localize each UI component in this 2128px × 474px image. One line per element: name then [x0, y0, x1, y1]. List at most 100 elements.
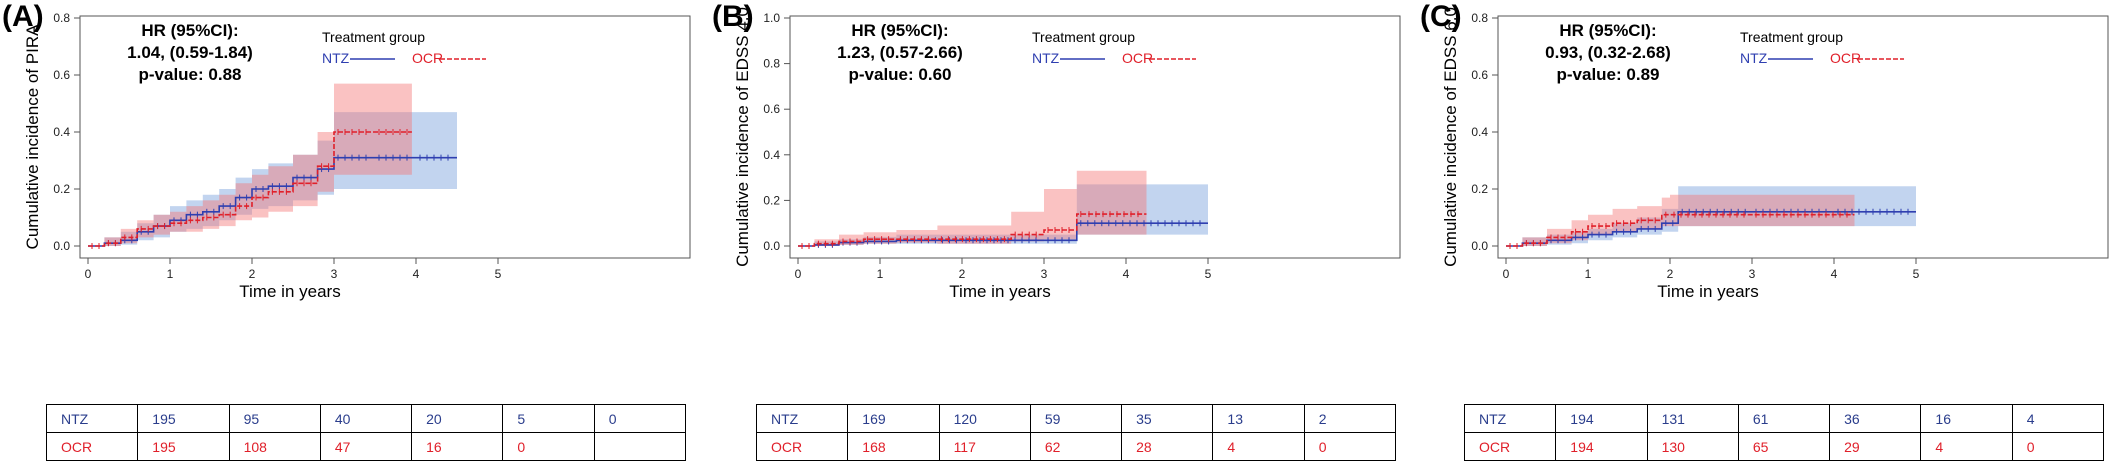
risk-cell: 0 [502, 432, 595, 461]
risk-cell: 59 [1029, 404, 1123, 433]
km-chart-b: (B) 0.0 0.2 0.4 0.6 0.8 1.0 0 1 2 3 4 5 Time in years… [712, 0, 1401, 301]
ci-band-ocr [798, 170, 1147, 246]
y-tick-label: 0.4 [53, 125, 70, 139]
ci-band-ntz [798, 184, 1208, 246]
risk-cell: 28 [1121, 432, 1214, 461]
risk-cell: 13 [1212, 404, 1305, 433]
x-tick-label: 3 [1041, 267, 1048, 281]
km-curve-ocr [798, 213, 1147, 247]
legend-label-ntz: NTZ [1032, 50, 1060, 66]
risk-cell: 0 [593, 404, 687, 433]
risk-cell: 2 [1303, 404, 1397, 433]
km-curve-ocr [88, 131, 412, 247]
risk-row-ntz: NTZ 194 131 61 36 16 4 [1463, 404, 2105, 433]
risk-cell: 29 [1829, 432, 1922, 461]
x-tick-label: 5 [495, 267, 502, 281]
risk-cell: 61 [1737, 404, 1831, 433]
y-tick-label: 0.4 [763, 148, 780, 162]
x-tick-label: 3 [331, 267, 338, 281]
risk-cell: 195 [137, 432, 230, 461]
p-value: p-value: 0.89 [1557, 65, 1660, 84]
y-axis-title: Cumulative incidence of EDSS 4.0 [733, 7, 752, 267]
x-tick-label: 0 [795, 267, 802, 281]
panel-a: (A) 0.0 0.2 0.4 0.6 0.8 0 1 2 3 4 5 Time in years Cum… [0, 0, 710, 474]
risk-cell: 108 [228, 432, 321, 461]
hr-label: HR (95%CI): [851, 21, 948, 40]
y-tick-label: 0.2 [1471, 182, 1488, 196]
plot-frame [789, 15, 1401, 259]
x-tick-label: 0 [85, 267, 92, 281]
legend-label-ocr: OCR [1122, 50, 1153, 66]
y-tick-label: 0.0 [1471, 239, 1488, 253]
x-tick-label: 2 [249, 267, 256, 281]
risk-row-group-label: NTZ [1463, 404, 1557, 433]
y-tick-label: 0.6 [53, 68, 70, 82]
risk-cell: 62 [1029, 432, 1123, 461]
y-tick-label: 0.6 [1471, 68, 1488, 82]
risk-cell: 194 [1555, 432, 1648, 461]
ci-band-ocr [88, 83, 412, 246]
p-value: p-value: 0.60 [849, 65, 952, 84]
x-tick-label: 4 [413, 267, 420, 281]
legend-label-ocr: OCR [1830, 50, 1861, 66]
risk-table-b: NTZ 169 120 59 35 13 2 OCR 168 117 62 28… [755, 404, 1397, 461]
risk-cell: 40 [319, 404, 413, 433]
hr-label: HR (95%CI): [1559, 21, 1656, 40]
risk-row-ocr: OCR 194 130 65 29 4 0 [1463, 432, 2105, 461]
p-value: p-value: 0.88 [139, 65, 242, 84]
risk-cell: 120 [938, 404, 1031, 433]
y-tick-label: 0.6 [763, 102, 780, 116]
x-axis-title: Time in years [949, 282, 1050, 301]
risk-cell [593, 432, 687, 461]
risk-cell: 4 [1920, 432, 2013, 461]
risk-cell: 95 [228, 404, 321, 433]
y-tick-label: 0.2 [763, 193, 780, 207]
x-tick-label: 2 [959, 267, 966, 281]
risk-table-c: NTZ 194 131 61 36 16 4 OCR 194 130 65 29… [1463, 404, 2105, 461]
legend-title: Treatment group [322, 29, 425, 45]
risk-cell: 65 [1737, 432, 1831, 461]
km-chart-c: (C) 0.0 0.2 0.4 0.6 0.8 0 1 2 3 4 5 Time in years Cum… [1420, 0, 2109, 301]
hr-value: 1.23, (0.57-2.66) [837, 43, 963, 62]
risk-cell: 5 [502, 404, 595, 433]
risk-cell: 4 [2011, 404, 2105, 433]
risk-cell: 117 [938, 432, 1031, 461]
risk-cell: 195 [137, 404, 230, 433]
x-tick-label: 5 [1913, 267, 1920, 281]
x-axis-title: Time in years [239, 282, 340, 301]
hr-value: 1.04, (0.59-1.84) [127, 43, 253, 62]
risk-row-ocr: OCR 168 117 62 28 4 0 [755, 432, 1397, 461]
y-axis-title: Cumulative incidence of EDSS 6.0 [1441, 7, 1460, 267]
risk-cell: 47 [319, 432, 413, 461]
x-tick-label: 0 [1503, 267, 1510, 281]
hr-label: HR (95%CI): [141, 21, 238, 40]
risk-row-ocr: OCR 195 108 47 16 0 [45, 432, 687, 461]
panel-letter: (A) [2, 0, 44, 33]
y-tick-label: 0.0 [763, 239, 780, 253]
risk-row-ntz: NTZ 169 120 59 35 13 2 [755, 404, 1397, 433]
y-tick-label: 0.8 [763, 57, 780, 71]
panel-b: (B) 0.0 0.2 0.4 0.6 0.8 1.0 0 1 2 3 4 5 Time in years… [710, 0, 1420, 474]
x-tick-label: 1 [1585, 267, 1592, 281]
y-tick-label: 0.8 [53, 11, 70, 25]
x-tick-label: 1 [167, 267, 174, 281]
hr-value: 0.93, (0.32-2.68) [1545, 43, 1671, 62]
y-tick-label: 1.0 [763, 11, 780, 25]
x-tick-label: 4 [1123, 267, 1130, 281]
panel-letter: (C) [1420, 0, 1462, 33]
risk-cell: 4 [1212, 432, 1305, 461]
y-tick-label: 0.2 [53, 182, 70, 196]
plot-frame [1497, 15, 2109, 259]
legend-label-ntz: NTZ [322, 50, 350, 66]
risk-cell: 130 [1646, 432, 1739, 461]
y-axis-title: Cumulative incidence of PIRA [23, 24, 42, 250]
risk-cell: 168 [847, 432, 940, 461]
risk-row-group-label: NTZ [45, 404, 139, 433]
risk-row-group-label: OCR [755, 432, 849, 461]
risk-row-ntz: NTZ 195 95 40 20 5 0 [45, 404, 687, 433]
risk-cell: 16 [411, 432, 504, 461]
x-tick-label: 2 [1667, 267, 1674, 281]
risk-row-group-label: OCR [1463, 432, 1557, 461]
risk-cell: 0 [2011, 432, 2105, 461]
y-tick-label: 0.4 [1471, 125, 1488, 139]
